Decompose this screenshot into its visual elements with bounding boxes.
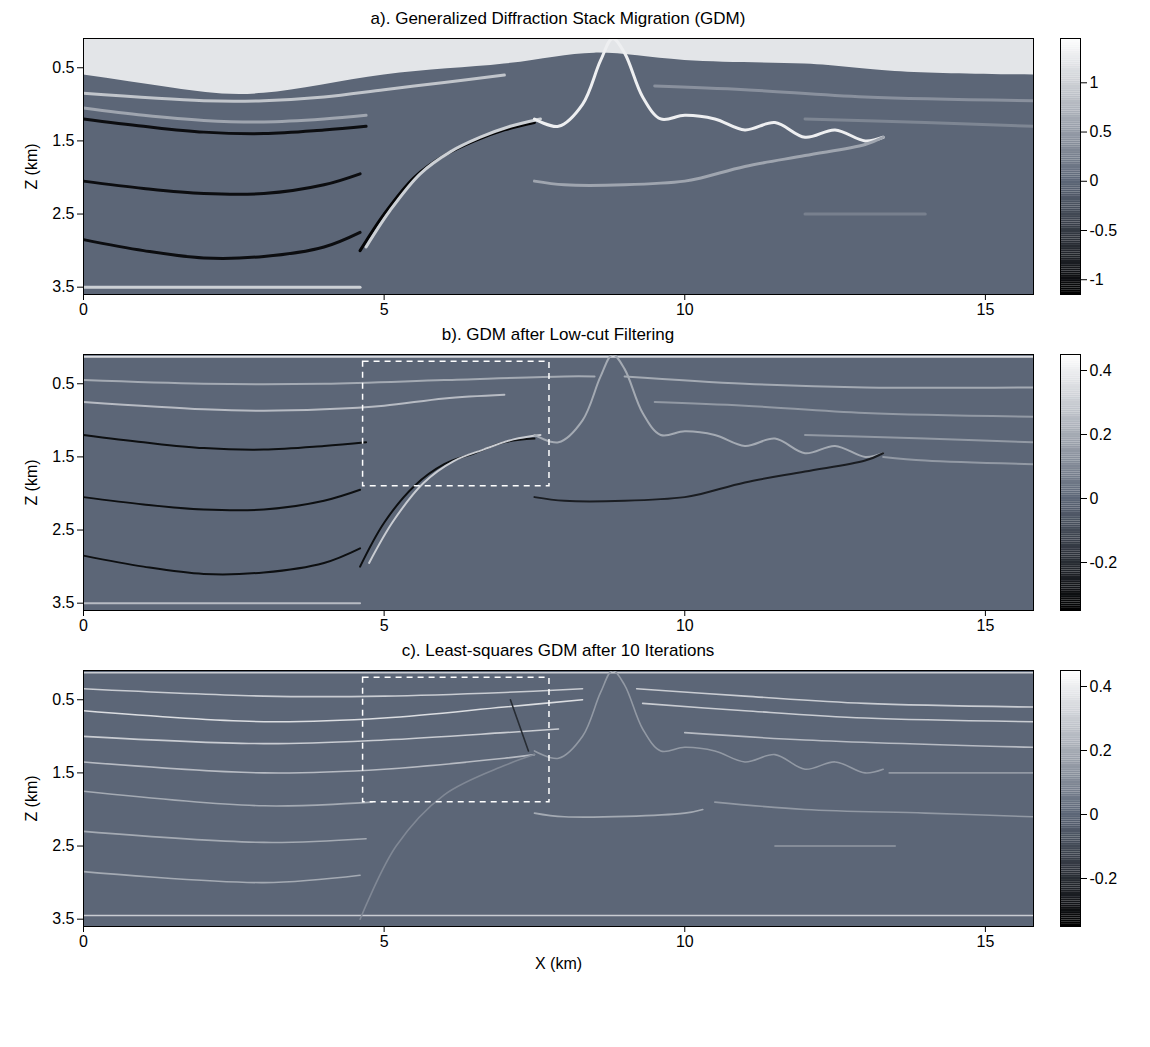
svg-text:15: 15 bbox=[977, 617, 995, 634]
svg-text:0: 0 bbox=[1090, 806, 1099, 823]
svg-text:5: 5 bbox=[380, 301, 389, 318]
svg-text:-1: -1 bbox=[1090, 271, 1104, 288]
svg-text:15: 15 bbox=[977, 301, 995, 318]
svg-text:2.5: 2.5 bbox=[52, 521, 74, 538]
svg-text:0: 0 bbox=[79, 617, 88, 634]
svg-text:1.5: 1.5 bbox=[52, 448, 74, 465]
svg-text:3.5: 3.5 bbox=[52, 594, 74, 611]
svg-text:3.5: 3.5 bbox=[52, 910, 74, 927]
html-text:a). Generalized Diffraction St: a). Generalized Diffraction Stack Migrat… bbox=[370, 9, 746, 28]
svg-text:0: 0 bbox=[1090, 490, 1099, 507]
svg-text:10: 10 bbox=[676, 933, 694, 950]
svg-text:0: 0 bbox=[79, 301, 88, 318]
svg-text:10: 10 bbox=[676, 301, 694, 318]
svg-text:0.5: 0.5 bbox=[52, 59, 74, 76]
svg-text:0.5: 0.5 bbox=[52, 375, 74, 392]
svg-text:0.2: 0.2 bbox=[1090, 742, 1112, 759]
svg-text:10: 10 bbox=[676, 617, 694, 634]
svg-text:0.5: 0.5 bbox=[1090, 123, 1112, 140]
html-text:c). Least-squares GDM after 10: c). Least-squares GDM after 10 Iteration… bbox=[401, 641, 715, 660]
svg-text:0.2: 0.2 bbox=[1090, 426, 1112, 443]
svg-text:2.5: 2.5 bbox=[52, 837, 74, 854]
svg-text:0: 0 bbox=[79, 933, 88, 950]
svg-text:-0.5: -0.5 bbox=[1090, 222, 1118, 239]
svg-text:Z (km): Z (km) bbox=[23, 143, 40, 189]
svg-text:0.4: 0.4 bbox=[1090, 678, 1112, 695]
svg-text:1.5: 1.5 bbox=[52, 132, 74, 149]
svg-text:5: 5 bbox=[380, 933, 389, 950]
svg-text:15: 15 bbox=[977, 933, 995, 950]
svg-text:3.5: 3.5 bbox=[52, 278, 74, 295]
svg-text:0.5: 0.5 bbox=[52, 691, 74, 708]
svg-text:Z (km): Z (km) bbox=[23, 775, 40, 821]
svg-text:-0.2: -0.2 bbox=[1090, 554, 1118, 571]
svg-text:1.5: 1.5 bbox=[52, 764, 74, 781]
svg-text:0.4: 0.4 bbox=[1090, 362, 1112, 379]
svg-text:X (km): X (km) bbox=[535, 955, 582, 972]
svg-text:0: 0 bbox=[1090, 172, 1099, 189]
svg-text:Z (km): Z (km) bbox=[23, 459, 40, 505]
html-text:b). GDM after Low-cut Filterin: b). GDM after Low-cut Filtering bbox=[441, 325, 675, 344]
svg-text:-0.2: -0.2 bbox=[1090, 870, 1118, 887]
svg-text:5: 5 bbox=[380, 617, 389, 634]
svg-text:2.5: 2.5 bbox=[52, 205, 74, 222]
svg-text:1: 1 bbox=[1090, 74, 1099, 91]
